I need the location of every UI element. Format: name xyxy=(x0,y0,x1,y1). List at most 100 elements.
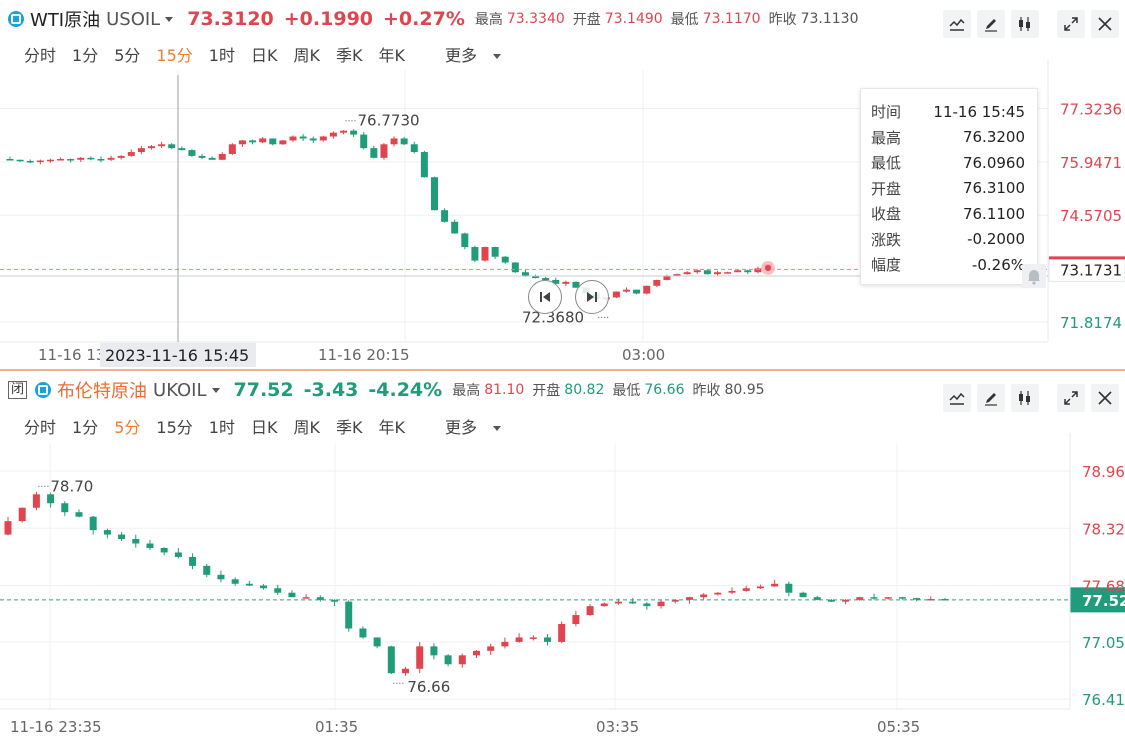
candle xyxy=(208,157,216,160)
candle xyxy=(884,597,892,599)
candle xyxy=(18,507,26,522)
candle xyxy=(340,130,348,133)
candle xyxy=(799,592,807,598)
pencil-icon xyxy=(985,19,997,32)
symbol-name[interactable]: 布伦特原油 xyxy=(57,381,148,402)
market-closed-badge: 闭 xyxy=(8,381,28,399)
candle xyxy=(231,579,239,584)
tooltip-value: -0.26% xyxy=(971,255,1025,274)
tab-period-active[interactable]: 5分 xyxy=(114,418,141,437)
candle xyxy=(387,646,395,674)
candle xyxy=(734,270,742,273)
close-button[interactable] xyxy=(1091,384,1119,412)
jump-to-start-button[interactable] xyxy=(528,280,562,314)
ohlc-tooltip: 时间 11-16 15:45 最高 76.3200 最低 76.0960 开盘 76.3… xyxy=(860,88,1038,285)
wti-chart-panel: 76.7730 72.3680 77.3236 75.9471 74.5705 73.17… xyxy=(0,0,1125,367)
candle xyxy=(487,646,495,651)
symbol-code[interactable]: USOIL xyxy=(106,8,161,30)
tab-period[interactable]: 日K xyxy=(250,46,278,65)
candle xyxy=(657,601,665,607)
candle xyxy=(302,597,310,599)
candle xyxy=(178,148,186,151)
tab-more[interactable]: 更多 xyxy=(421,414,501,438)
candle xyxy=(562,281,570,284)
tooltip-key: 收盘 xyxy=(871,205,902,224)
tab-period[interactable]: 周K xyxy=(293,46,320,65)
tab-period[interactable]: 年K xyxy=(378,46,405,65)
tab-period[interactable]: 1时 xyxy=(208,46,235,65)
candle xyxy=(586,606,594,616)
tab-period[interactable]: 周K xyxy=(293,418,320,437)
candle xyxy=(260,585,268,589)
tooltip-row: 时间 11-16 15:45 xyxy=(861,99,1037,125)
candle xyxy=(728,590,736,593)
candle xyxy=(309,138,317,141)
candle xyxy=(572,281,580,288)
candle xyxy=(856,597,864,600)
candle xyxy=(329,132,337,137)
candle xyxy=(671,599,679,602)
candle xyxy=(160,547,168,553)
symbol-dropdown-icon[interactable] xyxy=(165,16,174,22)
candle xyxy=(61,503,69,513)
y-tick-label: 77.3236 xyxy=(1060,100,1122,118)
brent-toolbar xyxy=(943,384,1125,412)
tab-period[interactable]: 1分 xyxy=(72,418,99,437)
chart-type-button[interactable] xyxy=(1011,384,1039,412)
indicator-button[interactable] xyxy=(943,10,971,38)
candle xyxy=(663,276,671,280)
tab-period[interactable]: 季K xyxy=(335,418,363,437)
tab-period[interactable]: 5分 xyxy=(114,46,141,65)
pencil-icon xyxy=(985,393,997,406)
indicator-button[interactable] xyxy=(943,384,971,412)
tab-more[interactable]: 更多 xyxy=(421,42,501,66)
tab-period[interactable]: 年K xyxy=(378,418,405,437)
expand-button[interactable] xyxy=(1057,384,1085,412)
tooltip-key: 最高 xyxy=(871,128,902,147)
prev-close-value: 73.1130 xyxy=(800,11,859,27)
tab-period[interactable]: 季K xyxy=(335,46,363,65)
candle xyxy=(471,247,479,261)
draw-button[interactable] xyxy=(977,384,1005,412)
symbol-name[interactable]: WTI原油 xyxy=(30,10,101,31)
min-price-label: 72.3680 xyxy=(522,308,584,326)
candle xyxy=(189,556,197,566)
candle xyxy=(643,285,651,294)
candle xyxy=(299,136,307,139)
indicator-icon xyxy=(949,392,965,405)
candle xyxy=(714,592,722,595)
tab-period-active[interactable]: 15分 xyxy=(156,46,193,65)
candle xyxy=(870,597,878,599)
candle xyxy=(685,597,693,600)
tab-period[interactable]: 日K xyxy=(250,418,278,437)
candle xyxy=(693,270,701,273)
tooltip-value: 76.3200 xyxy=(962,128,1025,147)
tab-period[interactable]: 15分 xyxy=(156,418,193,437)
indicator-icon xyxy=(949,18,965,31)
tab-period[interactable]: 1分 xyxy=(72,46,99,65)
candle xyxy=(827,599,835,602)
candle xyxy=(103,530,111,535)
close-button[interactable] xyxy=(1091,10,1119,38)
tab-period[interactable]: 分时 xyxy=(24,46,57,65)
symbol-dropdown-icon[interactable] xyxy=(211,387,220,393)
wti-quote-header: WTI原油 USOIL 73.3120 +0.1990 +0.27% 最高 73.… xyxy=(0,0,930,38)
symbol-code[interactable]: UKOIL xyxy=(153,379,207,401)
tooltip-row: 幅度 -0.26% xyxy=(861,252,1037,278)
low-label: 最低 xyxy=(670,12,699,28)
tooltip-row: 最低 76.0960 xyxy=(861,150,1037,176)
chart-type-button[interactable] xyxy=(1011,10,1039,38)
tab-period[interactable]: 分时 xyxy=(24,418,57,437)
candle xyxy=(515,637,523,642)
live-dot xyxy=(765,265,771,271)
candle xyxy=(4,521,12,535)
candle xyxy=(558,624,566,642)
expand-button[interactable] xyxy=(1057,10,1085,38)
prev-close-value: 80.95 xyxy=(724,382,765,398)
tab-period[interactable]: 1时 xyxy=(208,418,235,437)
price-alert-bell-icon[interactable] xyxy=(1022,264,1046,288)
draw-button[interactable] xyxy=(977,10,1005,38)
candle xyxy=(461,233,469,248)
jump-to-end-button[interactable] xyxy=(575,280,609,314)
brent-candlestick-chart[interactable]: 78.7076.6678.9678.3277.6877.5277.0576.41… xyxy=(0,371,1125,737)
